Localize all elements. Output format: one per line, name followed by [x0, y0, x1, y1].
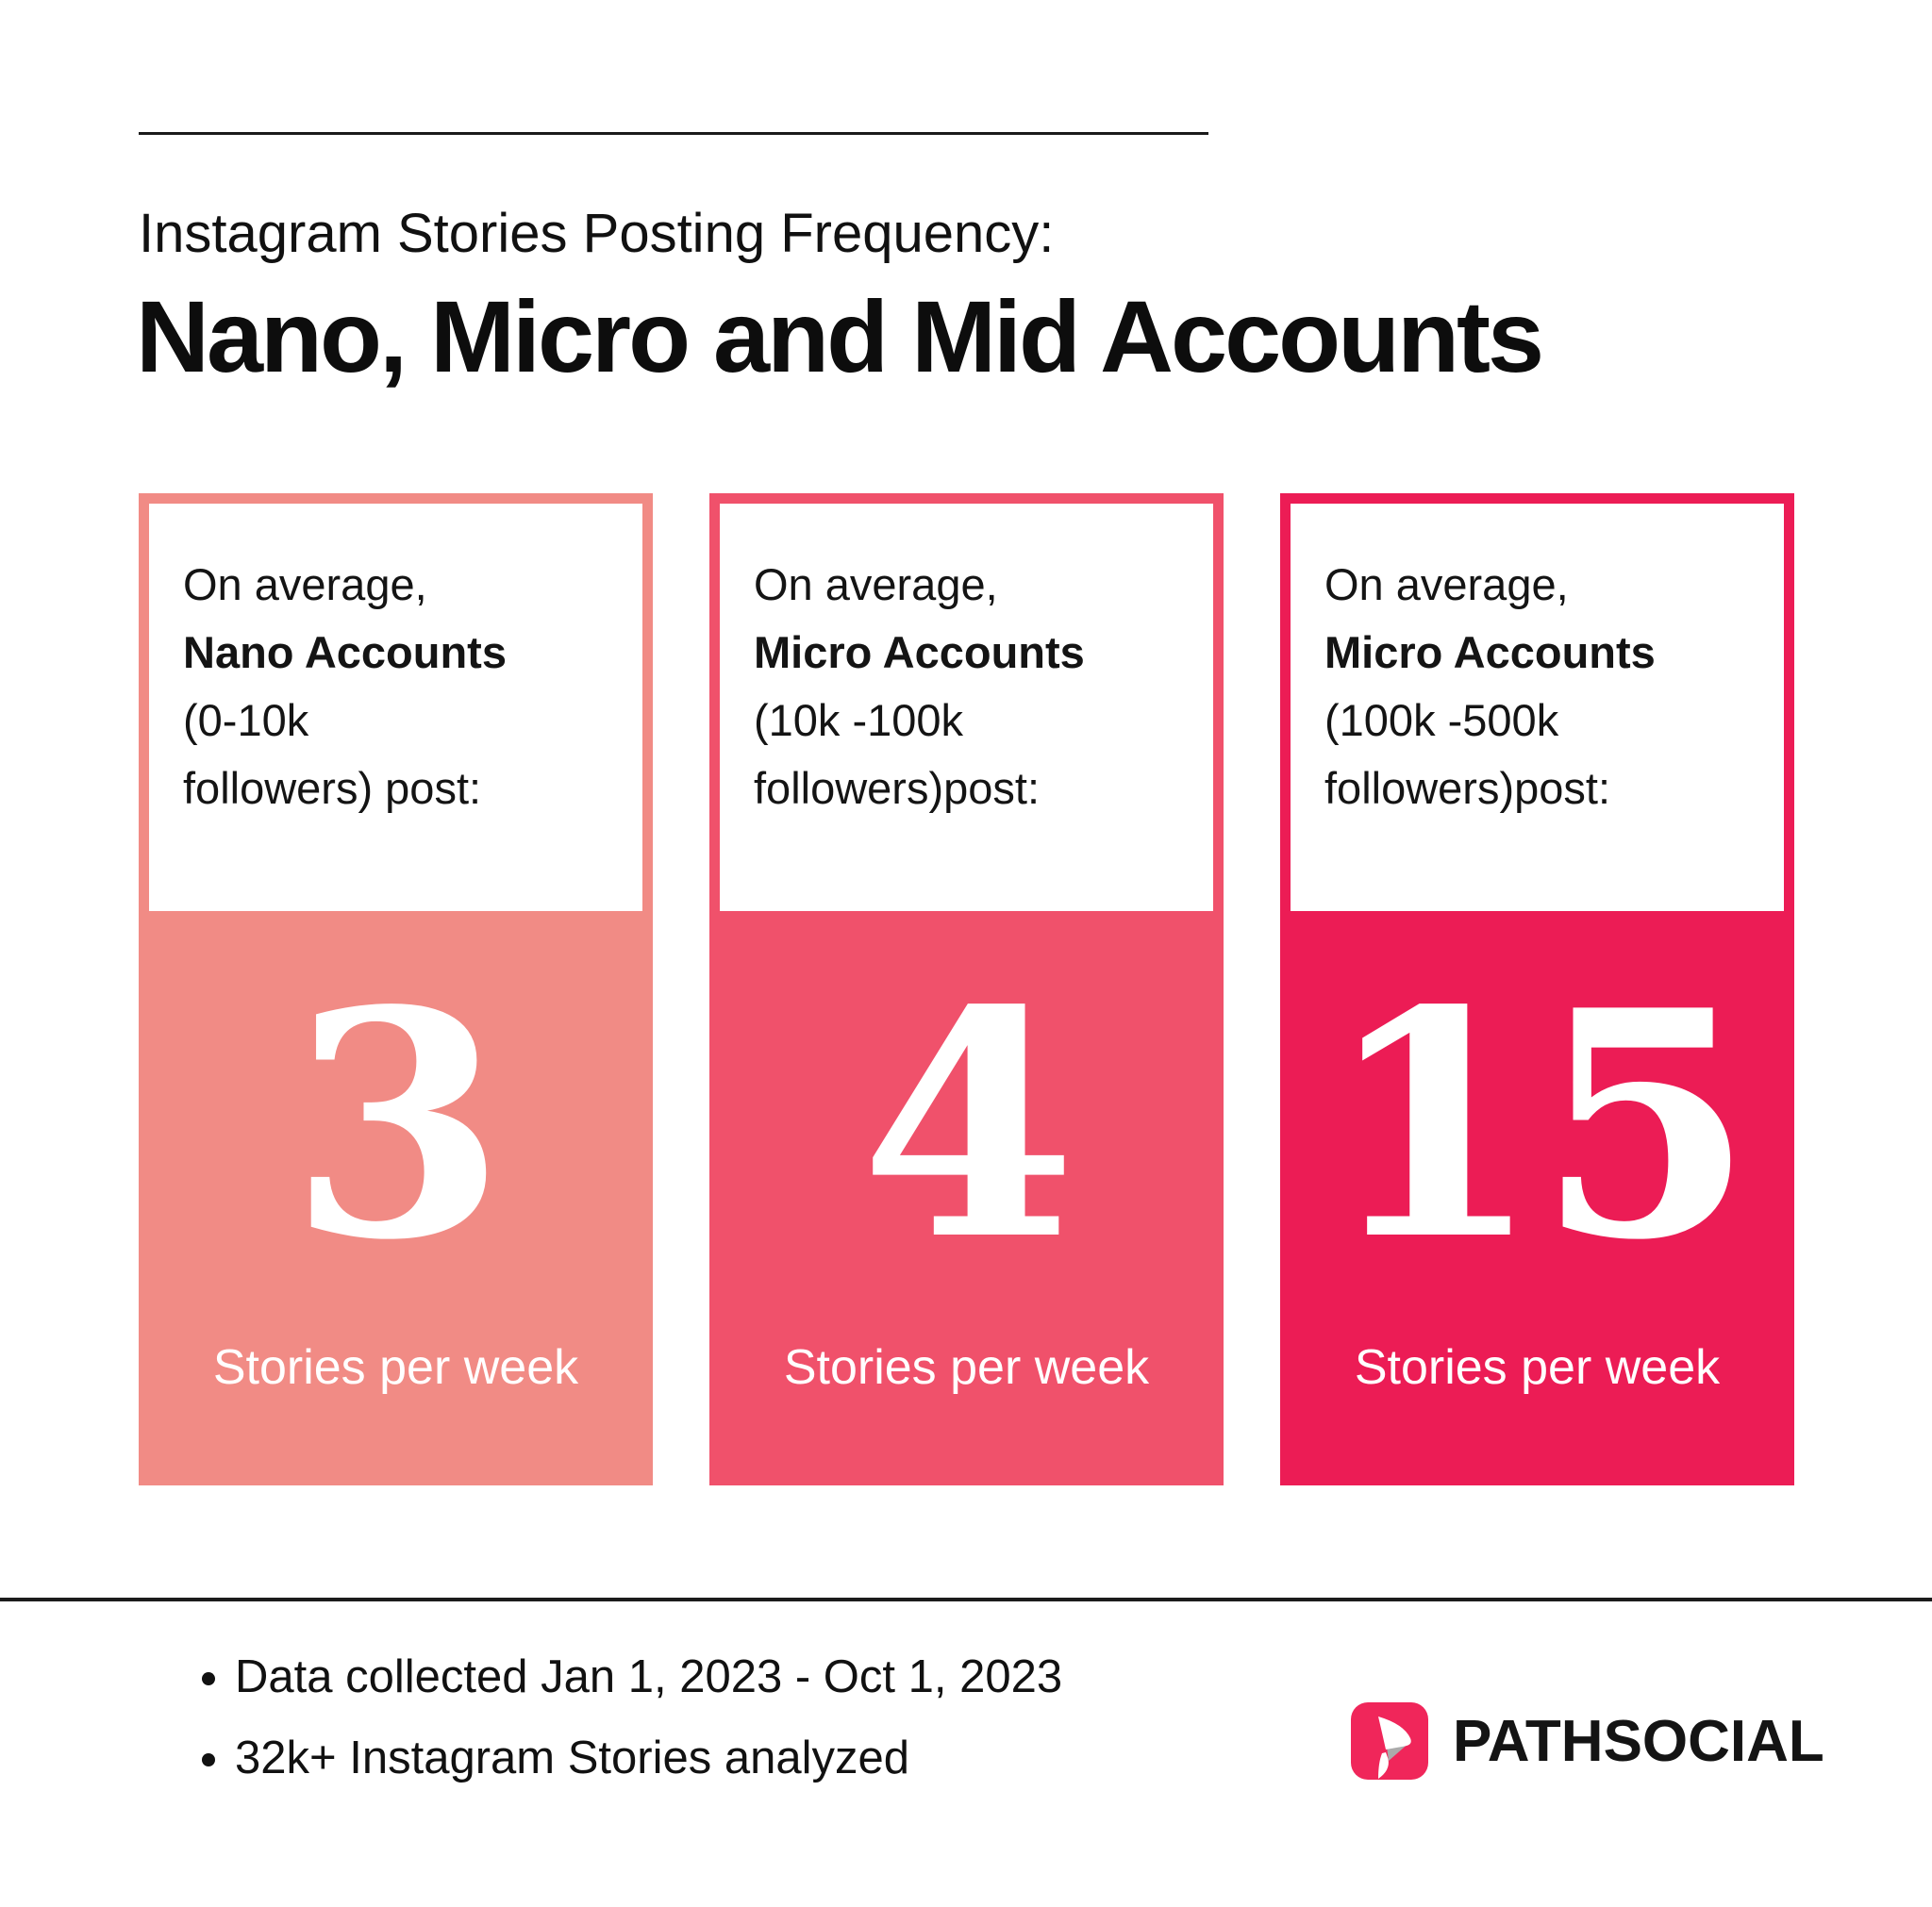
big-number-wrap: 4	[720, 911, 1213, 1339]
pathsocial-logo: PATHSOCIAL	[1351, 1702, 1824, 1780]
stat-card-mid-body: 15 Stories per week	[1291, 911, 1784, 1475]
card-follower-range: (10k -100k	[754, 694, 964, 745]
stat-card-micro: On average, Micro Accounts (10k -100k fo…	[709, 493, 1224, 1485]
card-intro: On average,	[1324, 559, 1569, 609]
stat-card-nano-body: 3 Stories per week	[149, 911, 642, 1475]
card-follower-range-2: followers)post:	[754, 762, 1040, 813]
top-divider-line	[139, 132, 1208, 135]
card-intro: On average,	[183, 559, 427, 609]
stat-card-micro-body: 4 Stories per week	[720, 911, 1213, 1475]
card-follower-range-2: followers) post:	[183, 762, 482, 813]
stories-per-week-label: Stories per week	[1354, 1340, 1721, 1395]
brand-name: PATHSOCIAL	[1453, 1708, 1824, 1774]
card-account-type: Micro Accounts	[754, 626, 1085, 677]
card-account-type: Micro Accounts	[1324, 626, 1656, 677]
footnote-stories-analyzed: 32k+ Instagram Stories analyzed	[235, 1724, 1062, 1794]
big-number-wrap: 15	[1291, 911, 1784, 1339]
stat-card-nano: On average, Nano Accounts (0-10k followe…	[139, 493, 653, 1485]
stories-per-week-value: 3	[289, 942, 507, 1308]
card-follower-range: (0-10k	[183, 694, 309, 745]
stories-per-week-value: 4	[859, 942, 1077, 1308]
stories-per-week-label: Stories per week	[212, 1340, 579, 1395]
stat-card-mid-description: On average, Micro Accounts (100k -500k f…	[1291, 504, 1784, 911]
card-intro: On average,	[754, 559, 998, 609]
footnotes-list: Data collected Jan 1, 2023 - Oct 1, 2023…	[193, 1643, 1062, 1804]
stat-card-mid: On average, Micro Accounts (100k -500k f…	[1280, 493, 1794, 1485]
eyebrow-title: Instagram Stories Posting Frequency:	[139, 203, 1055, 264]
card-account-type: Nano Accounts	[183, 626, 507, 677]
logo-icon-upper-leaf	[1378, 1716, 1411, 1749]
stat-card-nano-description: On average, Nano Accounts (0-10k followe…	[149, 504, 642, 911]
footnote-data-collected: Data collected Jan 1, 2023 - Oct 1, 2023	[235, 1643, 1062, 1713]
stat-card-micro-description: On average, Micro Accounts (10k -100k fo…	[720, 504, 1213, 911]
card-follower-range: (100k -500k	[1324, 694, 1559, 745]
footer-divider-line	[0, 1598, 1932, 1601]
card-follower-range-2: followers)post:	[1324, 762, 1610, 813]
stories-per-week-label: Stories per week	[783, 1340, 1150, 1395]
stories-per-week-value: 15	[1324, 942, 1754, 1308]
logo-icon-lower-leaf	[1378, 1752, 1389, 1779]
page-title: Nano, Micro and Mid Accounts	[136, 279, 1544, 393]
big-number-wrap: 3	[149, 911, 642, 1339]
pathsocial-logo-icon	[1351, 1702, 1428, 1780]
